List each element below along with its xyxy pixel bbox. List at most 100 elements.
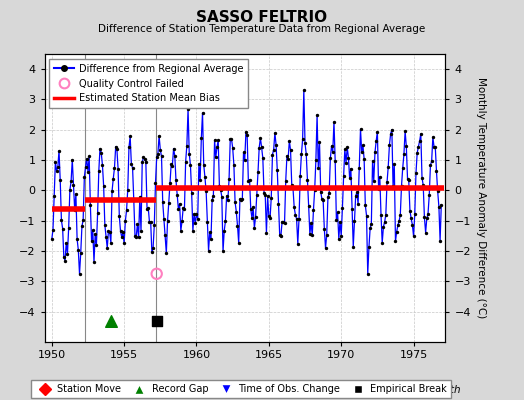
Point bbox=[125, 144, 133, 151]
Point bbox=[390, 160, 398, 167]
Point bbox=[261, 192, 269, 198]
Point bbox=[101, 222, 109, 228]
Point bbox=[179, 204, 188, 211]
Point bbox=[132, 234, 140, 240]
Point bbox=[323, 231, 331, 238]
Point bbox=[53, 164, 62, 170]
Point bbox=[91, 231, 100, 237]
Point bbox=[167, 161, 176, 168]
Point bbox=[311, 187, 319, 193]
Point bbox=[318, 196, 326, 202]
Point bbox=[63, 251, 72, 257]
Point bbox=[399, 165, 407, 171]
Point bbox=[107, 318, 115, 324]
Point bbox=[350, 218, 358, 224]
Point bbox=[254, 169, 262, 176]
Point bbox=[360, 156, 368, 162]
Point bbox=[207, 236, 215, 242]
Point bbox=[333, 209, 342, 215]
Point bbox=[176, 201, 184, 207]
Point bbox=[314, 165, 322, 172]
Point bbox=[78, 223, 86, 229]
Point bbox=[150, 222, 158, 229]
Point bbox=[180, 206, 189, 213]
Point bbox=[342, 160, 350, 166]
Point bbox=[102, 234, 110, 240]
Point bbox=[305, 231, 314, 237]
Point bbox=[402, 143, 410, 150]
Point bbox=[195, 161, 203, 167]
Point bbox=[343, 144, 352, 150]
Point bbox=[437, 202, 445, 208]
Point bbox=[361, 202, 369, 208]
Point bbox=[74, 247, 82, 253]
Point bbox=[362, 212, 370, 219]
Point bbox=[326, 155, 334, 162]
Point bbox=[293, 240, 302, 247]
Point bbox=[151, 180, 160, 186]
Point bbox=[138, 159, 146, 165]
Point bbox=[181, 158, 190, 165]
Point bbox=[215, 183, 224, 190]
Point bbox=[148, 249, 156, 256]
Point bbox=[68, 156, 77, 163]
Point bbox=[64, 225, 73, 231]
Point bbox=[214, 137, 222, 143]
Point bbox=[242, 129, 250, 135]
Point bbox=[169, 145, 178, 152]
Point bbox=[143, 206, 151, 212]
Point bbox=[408, 222, 417, 228]
Point bbox=[122, 207, 130, 214]
Point bbox=[395, 218, 403, 224]
Point bbox=[216, 186, 225, 193]
Point bbox=[356, 126, 365, 132]
Point bbox=[238, 196, 246, 203]
Point bbox=[60, 254, 68, 260]
Point bbox=[272, 142, 280, 148]
Point bbox=[202, 188, 210, 194]
Point bbox=[292, 216, 301, 222]
Point bbox=[228, 144, 237, 151]
Point bbox=[183, 142, 191, 149]
Point bbox=[184, 106, 192, 112]
Point bbox=[369, 178, 378, 184]
Point bbox=[50, 192, 58, 199]
Point bbox=[177, 228, 185, 234]
Point bbox=[233, 222, 242, 229]
Point bbox=[277, 232, 285, 239]
Point bbox=[381, 212, 390, 218]
Point bbox=[95, 168, 103, 174]
Point bbox=[173, 192, 181, 198]
Point bbox=[186, 162, 194, 168]
Point bbox=[114, 166, 122, 172]
Point bbox=[191, 220, 200, 226]
Point bbox=[81, 164, 90, 170]
Point bbox=[208, 197, 216, 203]
Text: Berkeley Earth: Berkeley Earth bbox=[385, 385, 461, 395]
Point bbox=[267, 195, 276, 201]
Point bbox=[220, 228, 228, 234]
Point bbox=[328, 143, 336, 149]
Point bbox=[325, 190, 333, 196]
Point bbox=[200, 162, 208, 168]
Point bbox=[373, 128, 381, 135]
Point bbox=[357, 149, 366, 156]
Point bbox=[157, 153, 166, 160]
Point bbox=[152, 270, 161, 277]
Point bbox=[296, 173, 304, 180]
Point bbox=[100, 182, 108, 189]
Point bbox=[166, 180, 174, 186]
Point bbox=[289, 185, 297, 191]
Point bbox=[435, 204, 443, 210]
Point bbox=[105, 229, 114, 236]
Point bbox=[154, 150, 162, 157]
Point bbox=[271, 130, 279, 136]
Point bbox=[250, 225, 258, 231]
Text: SASSO FELTRIO: SASSO FELTRIO bbox=[196, 10, 328, 25]
Point bbox=[433, 188, 442, 195]
Point bbox=[193, 216, 202, 222]
Point bbox=[387, 130, 395, 137]
Point bbox=[112, 143, 120, 150]
Point bbox=[244, 178, 253, 184]
Point bbox=[188, 190, 196, 196]
